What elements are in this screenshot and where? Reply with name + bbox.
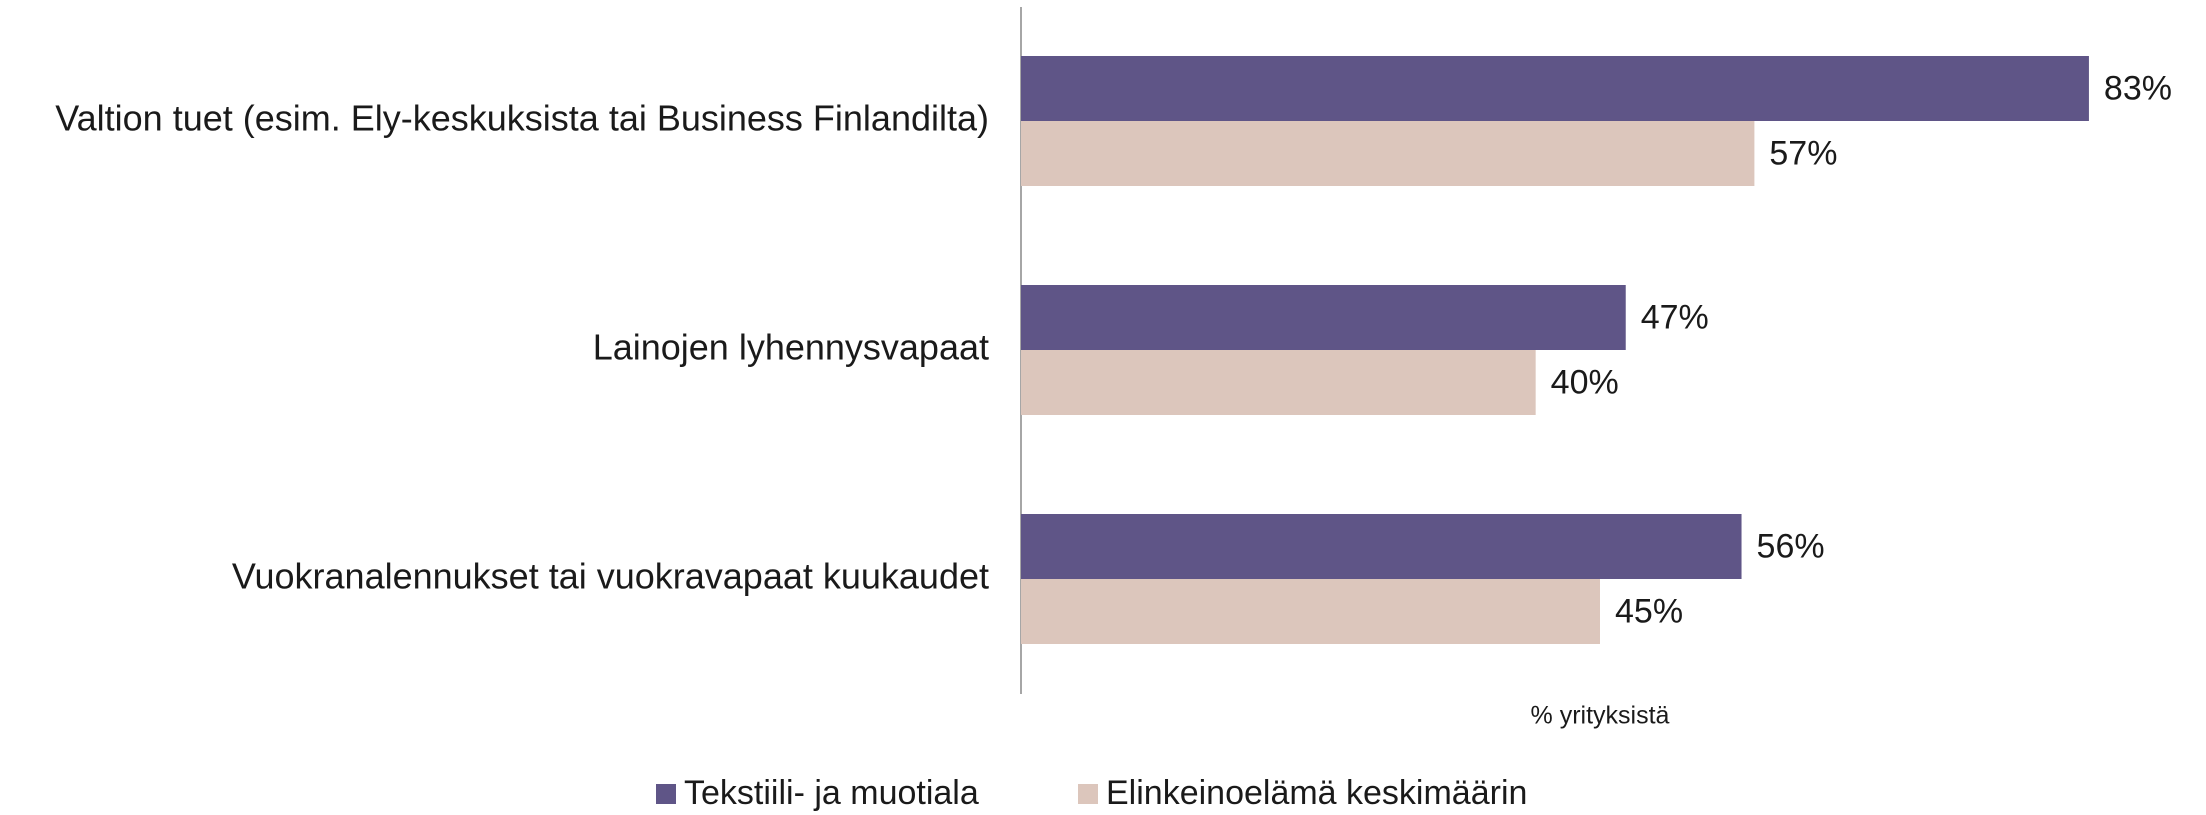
value-label: 83%	[2104, 69, 2172, 107]
value-label: 45%	[1615, 592, 1683, 630]
x-axis-label: % yrityksistä	[1531, 702, 1670, 730]
value-label: 47%	[1641, 298, 1709, 336]
category-label: Vuokranalennukset tai vuokravapaat kuuka…	[232, 556, 989, 597]
bar	[1021, 121, 1755, 186]
bar	[1021, 579, 1600, 644]
legend-swatch	[1078, 784, 1098, 804]
category-label: Lainojen lyhennysvapaat	[593, 327, 989, 368]
bar	[1021, 350, 1536, 415]
legend-label: Elinkeinoelämä keskimäärin	[1106, 774, 1527, 812]
value-label: 56%	[1757, 527, 1825, 565]
legend-label: Tekstiili- ja muotiala	[684, 774, 979, 812]
category-label: Valtion tuet (esim. Ely-keskuksista tai …	[55, 98, 989, 139]
bar	[1021, 514, 1742, 579]
value-label: 40%	[1551, 363, 1619, 401]
bar	[1021, 285, 1626, 350]
legend-swatch	[656, 784, 676, 804]
bar	[1021, 56, 2089, 121]
value-label: 57%	[1769, 134, 1837, 172]
